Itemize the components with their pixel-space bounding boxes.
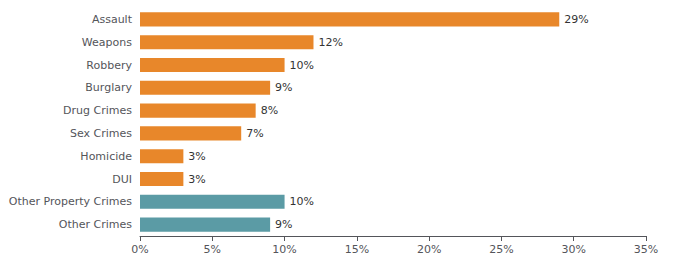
svg-text:Weapons: Weapons <box>82 36 132 49</box>
svg-text:5%: 5% <box>204 243 221 256</box>
svg-text:8%: 8% <box>261 104 278 117</box>
svg-text:Homicide: Homicide <box>80 150 132 163</box>
svg-text:30%: 30% <box>561 243 585 256</box>
svg-text:Sex Crimes: Sex Crimes <box>70 127 132 140</box>
svg-text:9%: 9% <box>275 81 292 94</box>
svg-text:3%: 3% <box>188 173 205 186</box>
svg-text:15%: 15% <box>345 243 369 256</box>
svg-text:10%: 10% <box>290 59 314 72</box>
svg-text:7%: 7% <box>246 127 263 140</box>
svg-text:Drug Crimes: Drug Crimes <box>63 104 132 117</box>
svg-text:Burglary: Burglary <box>85 81 132 94</box>
svg-text:9%: 9% <box>275 218 292 231</box>
svg-text:0%: 0% <box>131 243 148 256</box>
svg-text:Robbery: Robbery <box>86 59 132 72</box>
svg-text:Other Crimes: Other Crimes <box>59 218 132 231</box>
svg-text:25%: 25% <box>489 243 513 256</box>
svg-text:DUI: DUI <box>112 173 132 186</box>
svg-text:35%: 35% <box>634 243 658 256</box>
svg-text:Assault: Assault <box>92 13 133 26</box>
svg-text:20%: 20% <box>417 243 441 256</box>
svg-text:10%: 10% <box>272 243 296 256</box>
svg-text:3%: 3% <box>188 150 205 163</box>
svg-text:10%: 10% <box>290 195 314 208</box>
svg-text:Other Property Crimes: Other Property Crimes <box>9 195 133 208</box>
svg-text:12%: 12% <box>318 36 342 49</box>
svg-text:29%: 29% <box>564 13 588 26</box>
